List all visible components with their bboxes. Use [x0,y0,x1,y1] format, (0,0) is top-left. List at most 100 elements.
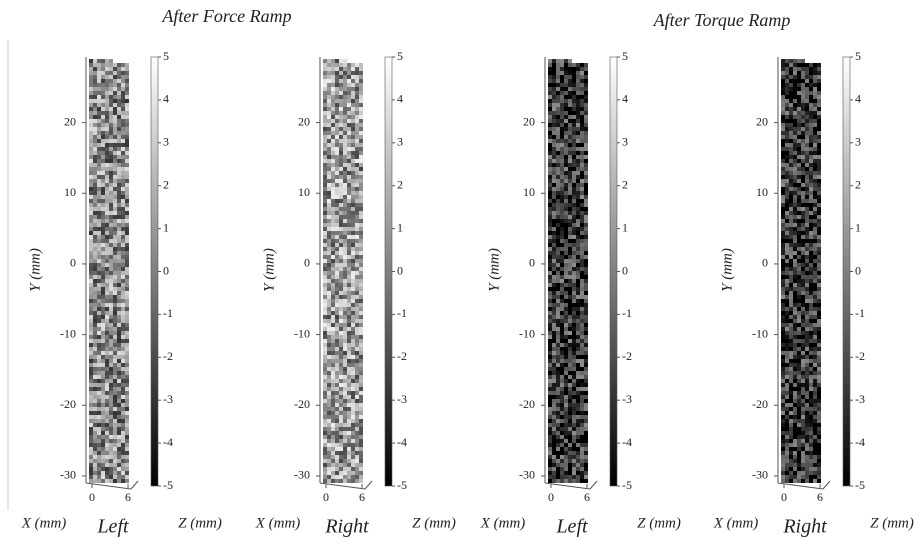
texture-cell [339,335,343,339]
texture-cell [105,423,109,427]
texture-cell [109,227,113,231]
texture-cell [347,343,351,347]
texture-cell [331,235,335,239]
texture-cell [572,135,576,139]
texture-cell [323,91,327,95]
texture-cell [355,203,359,207]
texture-cell [789,211,793,215]
texture-cell [789,331,793,335]
texture-cell [339,415,343,419]
texture-cell [572,219,576,223]
texture-cell [797,171,801,175]
texture-cell [552,311,556,315]
texture-cell [584,127,588,131]
texture-cell [101,295,105,299]
texture-cell [556,227,560,231]
texture-cell [813,159,817,163]
texture-cell [785,199,789,203]
texture-cell [97,275,101,279]
texture-cell [335,71,339,75]
texture-cell [335,251,339,255]
texture-cell [789,455,793,459]
texture-cell [580,107,584,111]
texture-cell [556,135,560,139]
texture-cell [813,255,817,259]
texture-cell [568,367,572,371]
texture-cell [552,291,556,295]
texture-cell [552,407,556,411]
texture-cell [113,419,117,423]
texture-cell [576,411,580,415]
texture-cell [121,235,125,239]
texture-cell [323,403,327,407]
texture-cell [548,111,552,115]
texture-cell [552,115,556,119]
texture-cell [564,235,568,239]
texture-cell [552,379,556,383]
texture-cell [101,339,105,343]
texture-cell [335,195,339,199]
texture-cell [105,251,109,255]
texture-cell [813,151,817,155]
texture-cell [97,255,101,259]
texture-cell [584,395,588,399]
texture-cell [552,479,556,483]
texture-cell [355,439,359,443]
texture-cell [556,279,560,283]
texture-cell [89,451,93,455]
texture-cell [97,83,101,87]
texture-cell [556,375,560,379]
texture-cell [323,99,327,103]
texture-cell [355,315,359,319]
texture-cell [101,247,105,251]
texture-cell [101,455,105,459]
texture-cell [809,235,813,239]
texture-cell [125,263,129,267]
texture-cell [351,87,355,91]
texture-cell [355,211,359,215]
texture-cell [109,291,113,295]
texture-cell [89,455,93,459]
texture-cell [331,343,335,347]
texture-cell [785,223,789,227]
texture-cell [125,103,129,107]
texture-cell [789,459,793,463]
texture-cell [323,231,327,235]
texture-cell [339,315,343,319]
texture-cell [568,431,572,435]
texture-cell [359,203,363,207]
texture-cell [97,455,101,459]
texture-cell [351,75,355,79]
texture-cell [355,403,359,407]
texture-cell [113,299,117,303]
texture-cell [801,283,805,287]
texture-cell [781,427,785,431]
texture-cell [584,363,588,367]
texture-cell [805,335,809,339]
texture-cell [789,151,793,155]
texture-cell [355,311,359,315]
texture-cell [101,331,105,335]
texture-cell [809,187,813,191]
texture-cell [576,263,580,267]
texture-cell [552,467,556,471]
texture-cell [813,207,817,211]
colorbar-tick-label: 4 [855,92,861,106]
texture-cell [805,287,809,291]
texture-cell [809,275,813,279]
texture-cell [560,207,564,211]
texture-cell [97,191,101,195]
texture-cell [793,167,797,171]
texture-cell [797,135,801,139]
texture-cell [805,107,809,111]
texture-cell [101,171,105,175]
texture-cell [105,87,109,91]
texture-cell [793,259,797,263]
texture-cell [105,75,109,79]
texture-cell [817,159,821,163]
texture-cell [572,167,576,171]
texture-cell [339,135,343,139]
texture-cell [109,135,113,139]
texture-cell [121,459,125,463]
colorbar-tick-label: 2 [855,177,861,191]
